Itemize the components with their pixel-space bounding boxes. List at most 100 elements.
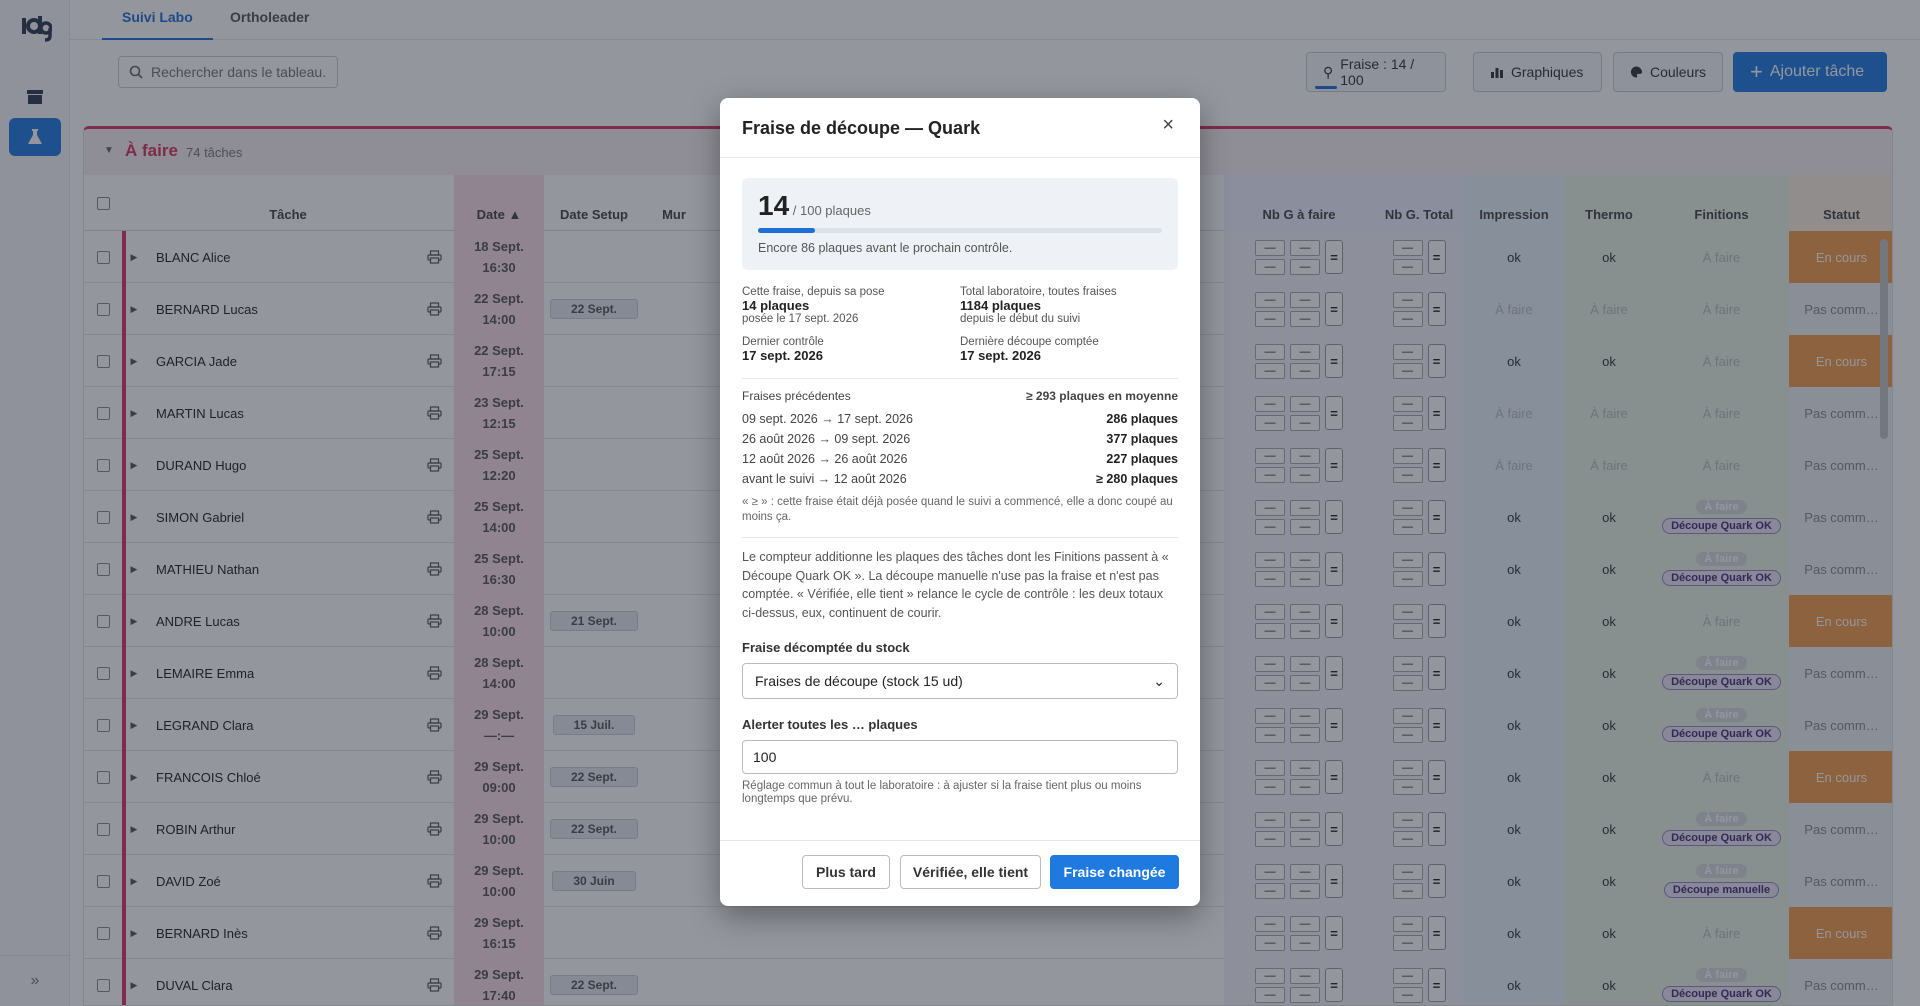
status-badge[interactable]: Pas comm… [1789, 855, 1892, 907]
row-checkbox[interactable] [96, 926, 110, 940]
ng-a-faire-cell[interactable]: — — — — = [1224, 803, 1374, 855]
thermo-cell[interactable]: ok [1564, 699, 1654, 751]
search-box[interactable] [118, 56, 338, 88]
ng-input[interactable]: — [1290, 343, 1320, 360]
status-badge[interactable]: Pas comm… [1789, 803, 1892, 855]
ng-input[interactable]: — [1290, 362, 1320, 379]
finitions-cell[interactable]: À faire [1654, 751, 1789, 803]
task-name[interactable]: SIMON Gabriel [156, 509, 245, 525]
table-row[interactable]: ▶ BERNARD Inès 29 Sept. 16:15 — — — — = — — = o… [84, 907, 1892, 959]
ng-a-faire-cell[interactable]: — — — — = [1224, 595, 1374, 647]
impression-cell[interactable]: ok [1464, 855, 1564, 907]
ng-a-faire-cell[interactable]: — — — — = [1224, 959, 1374, 1005]
task-name[interactable]: MATHIEU Nathan [156, 561, 260, 577]
ng-input[interactable]: — [1255, 726, 1285, 743]
printer-icon[interactable] [419, 387, 449, 439]
equal-button[interactable]: = [1325, 708, 1343, 742]
task-name[interactable]: DAVID Zoé [156, 873, 221, 889]
table-scrollbar[interactable] [1880, 239, 1888, 439]
equal-button[interactable]: = [1427, 292, 1446, 326]
ng-total-input[interactable]: — [1392, 915, 1423, 932]
task-name[interactable]: FRANCOIS Chloé [156, 769, 261, 785]
ng-input[interactable]: — [1255, 518, 1285, 535]
ng-input[interactable]: — [1290, 447, 1320, 464]
ng-input[interactable]: — [1255, 778, 1285, 795]
ng-input[interactable]: — [1255, 863, 1285, 880]
ng-input[interactable]: — [1290, 863, 1320, 880]
equal-button[interactable]: = [1325, 396, 1343, 430]
expand-row-icon[interactable]: ▶ [130, 511, 138, 522]
col-date[interactable]: Date ▲ [454, 175, 544, 231]
expand-row-icon[interactable]: ▶ [130, 459, 138, 470]
thermo-cell[interactable]: ok [1564, 543, 1654, 595]
impression-cell[interactable]: ok [1464, 647, 1564, 699]
equal-button[interactable]: = [1427, 240, 1446, 274]
ng-input[interactable]: — [1255, 447, 1285, 464]
task-name[interactable]: BLANC Alice [156, 249, 231, 265]
status-badge[interactable]: Pas comm… [1789, 283, 1892, 335]
sidebar-item-labo[interactable] [9, 118, 61, 156]
task-name[interactable]: BERNARD Inès [156, 925, 248, 941]
ng-total-input[interactable]: — [1392, 934, 1423, 951]
row-checkbox[interactable] [96, 770, 110, 784]
date-cell[interactable]: 29 Sept. 10:00 [454, 855, 544, 907]
row-checkbox[interactable] [96, 406, 110, 420]
ng-input[interactable]: — [1255, 655, 1285, 672]
status-badge[interactable]: Pas comm… [1789, 387, 1892, 439]
expand-row-icon[interactable]: ▶ [130, 407, 138, 418]
ng-input[interactable]: — [1255, 551, 1285, 568]
ng-input[interactable]: — [1290, 759, 1320, 776]
ng-total-cell[interactable]: — — = [1374, 439, 1464, 491]
ng-input[interactable]: — [1255, 258, 1285, 275]
ng-total-input[interactable]: — [1392, 291, 1423, 308]
printer-icon[interactable] [419, 335, 449, 387]
ng-total-cell[interactable]: — — = [1374, 699, 1464, 751]
date-cell[interactable]: 29 Sept. 10:00 [454, 803, 544, 855]
expand-row-icon[interactable]: ▶ [130, 719, 138, 730]
ng-input[interactable]: — [1290, 395, 1320, 412]
expand-row-icon[interactable]: ▶ [130, 979, 138, 990]
finitions-cell[interactable]: À faire Découpe Quark OK [1654, 647, 1789, 699]
thermo-cell[interactable]: ok [1564, 491, 1654, 543]
app-logo[interactable] [20, 14, 53, 42]
finitions-tag[interactable]: Découpe Quark OK [1662, 986, 1781, 1002]
status-badge[interactable]: En cours [1789, 907, 1892, 959]
ng-total-cell[interactable]: — — = [1374, 959, 1464, 1005]
equal-button[interactable]: = [1325, 500, 1343, 534]
equal-button[interactable]: = [1325, 916, 1343, 950]
equal-button[interactable]: = [1427, 760, 1446, 794]
equal-button[interactable]: = [1325, 604, 1343, 638]
setup-cell[interactable]: 21 Sept. [544, 595, 644, 647]
row-checkbox[interactable] [96, 250, 110, 264]
equal-button[interactable]: = [1427, 968, 1446, 1002]
ng-input[interactable]: — [1290, 414, 1320, 431]
ng-total-input[interactable]: — [1392, 362, 1423, 379]
equal-button[interactable]: = [1427, 500, 1446, 534]
ng-total-input[interactable]: — [1392, 830, 1423, 847]
ng-input[interactable]: — [1255, 934, 1285, 951]
ng-total-cell[interactable]: — — = [1374, 231, 1464, 283]
expand-row-icon[interactable]: ▶ [130, 875, 138, 886]
table-row[interactable]: ▶ GARCIA Jade 22 Sept. 17:15 — — — — = — — = ok… [84, 335, 1892, 387]
ng-input[interactable]: — [1255, 499, 1285, 516]
ng-input[interactable]: — [1255, 310, 1285, 327]
select-all-checkbox[interactable] [96, 197, 110, 211]
ng-total-input[interactable]: — [1392, 726, 1423, 743]
printer-icon[interactable] [419, 959, 449, 1005]
setup-cell[interactable]: 22 Sept. [544, 803, 644, 855]
ng-total-input[interactable]: — [1392, 986, 1423, 1003]
date-cell[interactable]: 25 Sept. 14:00 [454, 491, 544, 543]
ng-total-input[interactable]: — [1392, 622, 1423, 639]
ng-input[interactable]: — [1290, 570, 1320, 587]
ng-input[interactable]: — [1290, 811, 1320, 828]
date-cell[interactable]: 28 Sept. 10:00 [454, 595, 544, 647]
ng-a-faire-cell[interactable]: — — — — = [1224, 855, 1374, 907]
impression-cell[interactable]: ok [1464, 751, 1564, 803]
ng-input[interactable]: — [1255, 291, 1285, 308]
ng-total-input[interactable]: — [1392, 499, 1423, 516]
table-row[interactable]: ▶ BERNARD Lucas 22 Sept. 14:00 22 Sept. —… [84, 283, 1892, 335]
equal-button[interactable]: = [1427, 344, 1446, 378]
equal-button[interactable]: = [1325, 968, 1343, 1002]
thermo-cell[interactable]: ok [1564, 959, 1654, 1005]
finitions-cell[interactable]: À faire Découpe Quark OK [1654, 699, 1789, 751]
